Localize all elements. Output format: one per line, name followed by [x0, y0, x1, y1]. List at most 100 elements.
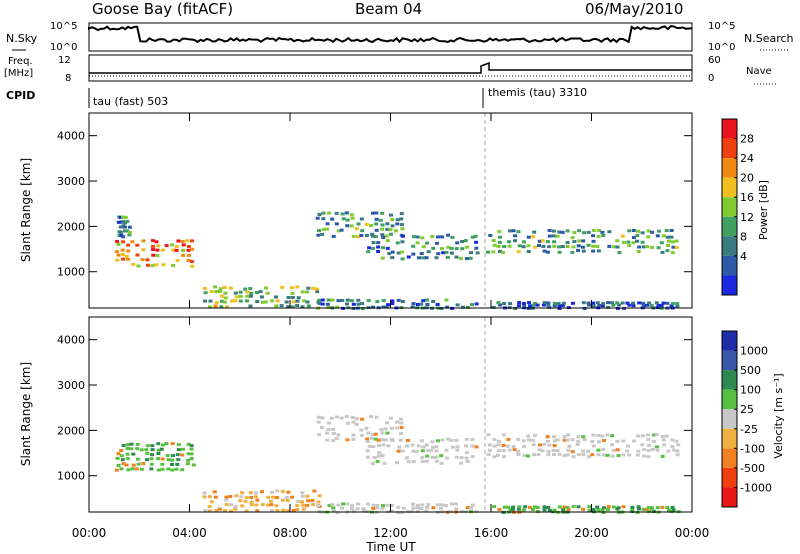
data-cell — [248, 491, 253, 495]
data-cell — [505, 444, 510, 448]
data-cell — [540, 449, 545, 453]
data-cell — [373, 437, 378, 441]
data-cell — [191, 463, 196, 467]
data-cell — [665, 235, 670, 239]
data-cell — [620, 301, 625, 305]
data-cell — [669, 235, 674, 239]
data-cell — [114, 250, 119, 254]
nave-tick-bottom: 0 — [708, 73, 714, 84]
data-cell — [214, 290, 219, 294]
data-cell — [674, 246, 679, 249]
data-cell — [498, 235, 502, 239]
data-cell — [657, 229, 661, 233]
data-cell — [156, 448, 161, 452]
data-cell — [224, 503, 229, 507]
data-cell — [642, 304, 646, 308]
data-cell — [285, 499, 290, 503]
data-cell — [400, 227, 405, 231]
data-cell — [622, 241, 626, 244]
data-cell — [535, 506, 540, 510]
data-cell — [219, 305, 224, 309]
data-cell — [537, 239, 542, 243]
data-cell — [170, 243, 174, 247]
data-cell — [213, 495, 218, 499]
data-cell — [474, 240, 479, 244]
data-cell — [156, 457, 161, 461]
power-colorbar: 28 24 20 16 12 8 4 — [721, 118, 754, 296]
data-cell — [411, 302, 416, 306]
data-cell — [249, 500, 254, 504]
data-cell — [327, 504, 332, 507]
data-cell — [531, 235, 535, 239]
data-cell — [555, 234, 560, 238]
data-cell — [214, 508, 219, 512]
velocity-panel-frame — [88, 316, 693, 513]
data-cell — [239, 495, 244, 499]
data-cell — [160, 248, 165, 252]
data-cell — [249, 503, 254, 507]
data-cell — [535, 303, 540, 307]
data-cell — [659, 241, 664, 245]
data-cell — [660, 454, 665, 458]
data-cell — [317, 433, 322, 436]
data-cell — [516, 452, 521, 456]
data-cell — [636, 250, 641, 253]
data-cell — [300, 494, 305, 498]
data-cell — [351, 302, 356, 306]
data-cell — [636, 449, 641, 453]
data-cell — [419, 252, 424, 255]
data-cell — [280, 285, 285, 289]
data-cell — [300, 290, 305, 294]
data-cell — [463, 239, 468, 243]
data-cell — [248, 287, 253, 291]
data-cell — [513, 239, 517, 243]
data-cell — [606, 508, 610, 512]
data-cell — [382, 461, 387, 465]
data-cell — [642, 448, 647, 452]
data-cell — [390, 250, 395, 254]
data-cell — [576, 439, 581, 443]
data-cell — [260, 300, 265, 304]
data-cell — [331, 431, 336, 435]
data-cell — [119, 467, 124, 471]
data-cell — [615, 245, 620, 249]
data-cell — [399, 426, 404, 429]
data-cell — [572, 240, 577, 244]
data-cell — [474, 302, 479, 306]
data-cell — [521, 508, 526, 512]
data-cell — [381, 504, 385, 508]
data-cell — [627, 303, 632, 307]
data-cell — [415, 506, 420, 510]
data-cell — [374, 415, 379, 419]
data-cell — [522, 445, 527, 449]
data-cell — [144, 448, 149, 452]
data-cell — [669, 304, 674, 308]
data-cell — [626, 444, 630, 448]
data-cell — [356, 222, 361, 226]
data-cell — [234, 295, 239, 299]
data-cell — [435, 241, 439, 245]
data-cell — [547, 234, 552, 238]
data-cell — [631, 229, 636, 232]
data-cell — [115, 456, 120, 460]
x-tick-label: 00:00 — [72, 526, 107, 540]
data-cell — [190, 264, 195, 268]
data-cell — [582, 231, 587, 235]
data-cell — [565, 438, 570, 442]
data-cell — [496, 443, 501, 447]
data-cell — [647, 301, 652, 305]
data-cell — [339, 228, 344, 232]
data-cell — [669, 229, 674, 232]
data-cell — [151, 239, 155, 243]
data-cell — [431, 300, 436, 303]
data-cell — [655, 448, 660, 452]
data-cell — [661, 438, 666, 442]
data-cell — [345, 502, 350, 506]
data-cell — [431, 445, 436, 449]
data-cell — [325, 227, 329, 231]
data-cell — [141, 239, 146, 243]
data-cell — [645, 245, 649, 249]
data-cell — [213, 304, 218, 308]
data-cell — [312, 489, 317, 493]
data-cell — [436, 235, 440, 239]
